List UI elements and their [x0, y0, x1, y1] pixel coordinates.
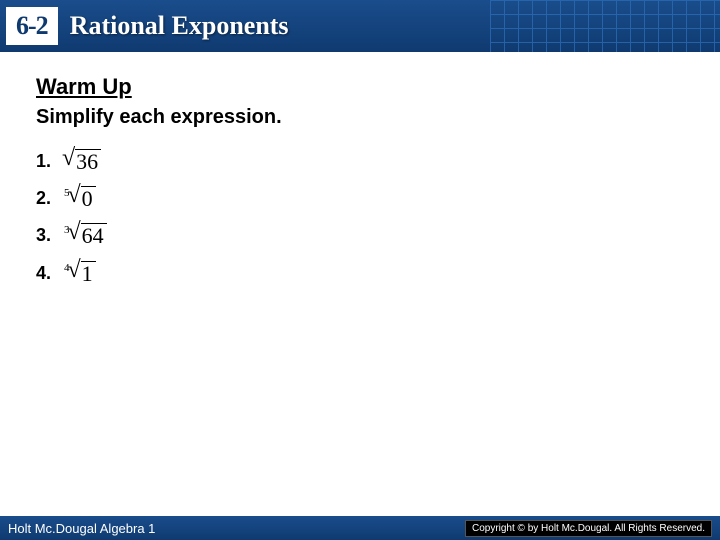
slide-footer: Holt Mc.Dougal Algebra 1 Copyright © by …	[0, 516, 720, 540]
problem-row: 3. 3 √64	[36, 223, 684, 248]
footer-copyright: Copyright © by Holt Mc.Dougal. All Right…	[465, 520, 712, 537]
problem-row: 1. √36	[36, 149, 684, 174]
radicand: 0	[81, 186, 96, 211]
radical-expression: 4 √1	[64, 261, 96, 286]
radicand: 1	[81, 261, 96, 286]
problem-number: 3.	[36, 225, 64, 246]
slide-header: 6-2 Rational Exponents	[0, 0, 720, 52]
radical-symbol: √	[68, 260, 81, 282]
footer-textbook-name: Holt Mc.Dougal Algebra 1	[8, 521, 155, 536]
problem-number: 2.	[36, 188, 64, 209]
slide-content: Warm Up Simplify each expression. 1. √36…	[0, 52, 720, 320]
problem-row: 2. 5 √0	[36, 186, 684, 211]
radical-expression: 3 √64	[64, 223, 107, 248]
section-title: Rational Exponents	[70, 11, 289, 41]
radical-symbol: √	[68, 222, 81, 244]
radicand: 64	[81, 223, 107, 248]
radicand: 36	[75, 149, 101, 174]
problem-number: 1.	[36, 151, 64, 172]
problem-row: 4. 4 √1	[36, 261, 684, 286]
section-number-badge: 6-2	[6, 7, 58, 45]
radical-expression: √36	[64, 149, 101, 174]
header-grid-decoration	[490, 0, 720, 52]
radical-symbol: √	[68, 185, 81, 207]
warmup-heading: Warm Up	[36, 74, 684, 100]
instruction-text: Simplify each expression.	[36, 106, 684, 129]
radical-symbol: √	[62, 148, 75, 170]
radical-expression: 5 √0	[64, 186, 96, 211]
problem-number: 4.	[36, 263, 64, 284]
